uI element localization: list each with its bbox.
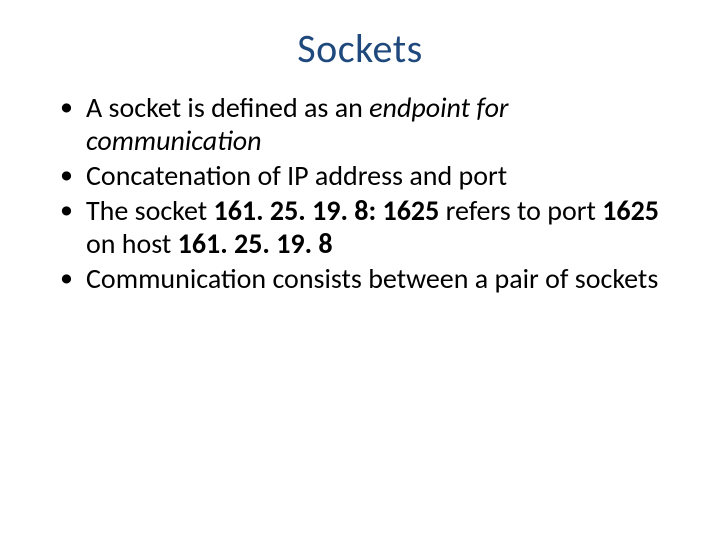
slide-body: A socket is defined as an endpoint for c… bbox=[0, 91, 720, 295]
bullet-item: The socket 161. 25. 19. 8: 1625 refers t… bbox=[60, 194, 686, 260]
bullet-run: 1625 bbox=[602, 193, 659, 228]
bullet-item: Concatenation of IP address and port bbox=[60, 159, 686, 192]
bullet-run: Communication consists between a pair of… bbox=[86, 261, 658, 296]
slide: Sockets A socket is defined as an endpoi… bbox=[0, 0, 720, 540]
bullet-run: 161. 25. 19. 8 bbox=[178, 226, 333, 261]
bullet-run: A socket is defined as an bbox=[86, 90, 369, 125]
bullet-run: refers to port bbox=[439, 193, 602, 228]
bullet-item: Communication consists between a pair of… bbox=[60, 262, 686, 295]
slide-title: Sockets bbox=[0, 0, 720, 91]
bullet-run: Concatenation of IP address and port bbox=[86, 158, 507, 193]
bullet-run: on host bbox=[86, 226, 178, 261]
bullet-item: A socket is defined as an endpoint for c… bbox=[60, 91, 686, 157]
bullet-run: The socket bbox=[86, 193, 214, 228]
bullet-list: A socket is defined as an endpoint for c… bbox=[60, 91, 686, 295]
bullet-run: 161. 25. 19. 8: 1625 bbox=[214, 193, 440, 228]
